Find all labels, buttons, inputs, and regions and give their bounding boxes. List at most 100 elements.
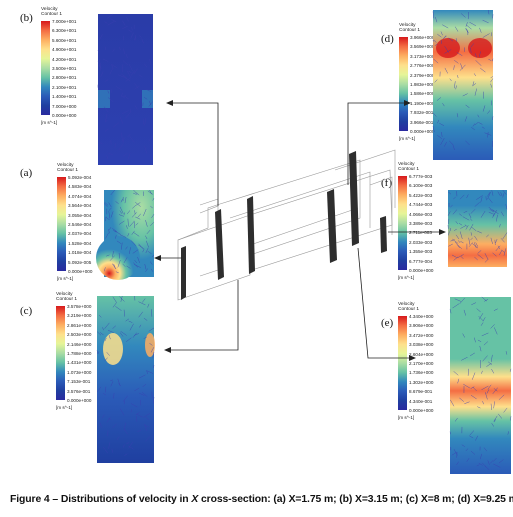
velocity-vector <box>464 116 468 122</box>
plate-e <box>349 151 359 246</box>
velocity-vector <box>437 119 440 124</box>
legend-tick: 0.000e+000 <box>410 129 435 134</box>
velocity-vector <box>449 140 453 145</box>
velocity-vector <box>462 216 470 221</box>
legend-tick: 4.900e+001 <box>52 47 77 53</box>
velocity-vector <box>478 122 483 125</box>
legend-f: Velocity Contour 1 6.777e-003 6.100e-003 5.4… <box>398 162 458 282</box>
caption-values: X=1.75 m; (b) X=3.15 m; (c) X=8 m; (d) X… <box>288 494 513 505</box>
velocity-vector <box>108 211 111 219</box>
velocity-vector <box>493 415 498 422</box>
velocity-vector <box>453 371 459 376</box>
velocity-vector <box>466 28 469 33</box>
velocity-vector <box>109 255 115 261</box>
velocity-vector <box>480 67 486 73</box>
velocity-vector <box>444 67 448 74</box>
contour-panel-b <box>98 14 153 165</box>
velocity-vector <box>475 242 479 247</box>
velocity-vector <box>455 234 460 240</box>
velocity-vector <box>112 250 114 257</box>
velocity-vector <box>125 246 128 250</box>
velocity-vector <box>110 18 117 23</box>
legend-tick: 1.736e+000 <box>409 370 434 376</box>
velocity-vector <box>454 298 462 302</box>
velocity-vector <box>121 64 124 72</box>
velocity-vector <box>440 31 443 36</box>
velocity-vector <box>499 223 501 228</box>
velocity-vector <box>498 413 502 419</box>
velocity-vector <box>487 384 492 390</box>
velocity-vector <box>115 306 122 311</box>
velocity-vector <box>442 24 449 29</box>
velocity-vector <box>143 96 148 100</box>
velocity-vector <box>474 235 478 241</box>
velocity-vector <box>474 337 476 343</box>
velocity-vector <box>502 193 505 198</box>
velocity-vector <box>482 33 490 38</box>
velocity-vector <box>507 431 509 435</box>
velocity-vector <box>480 196 483 203</box>
legend-tick: 1.018e-004 <box>68 250 92 256</box>
velocity-vector <box>117 74 125 78</box>
velocity-vector <box>487 192 491 197</box>
velocity-vector <box>464 224 468 227</box>
velocity-vector <box>108 417 112 421</box>
velocity-vector <box>102 327 104 331</box>
velocity-vector <box>97 60 102 69</box>
velocity-vector <box>123 309 125 317</box>
velocity-vector <box>434 79 438 83</box>
velocity-vector <box>493 308 498 311</box>
velocity-vector <box>150 268 154 272</box>
panel-label-e: (e) <box>381 317 394 329</box>
velocity-vector <box>470 43 475 48</box>
velocity-vector <box>134 36 137 41</box>
velocity-vector <box>437 33 442 38</box>
velocity-vector <box>468 242 473 247</box>
velocity-vector <box>448 37 454 42</box>
legend-tick: 2.037e-004 <box>68 231 92 237</box>
velocity-vector <box>110 63 118 69</box>
velocity-vector <box>449 308 452 314</box>
velocity-vector <box>460 256 464 259</box>
velocity-vector <box>459 231 463 240</box>
velocity-vector <box>143 208 147 217</box>
velocity-vector <box>127 233 130 237</box>
panel-label-a: (a) <box>20 167 33 179</box>
velocity-vector <box>460 241 464 244</box>
velocity-vector <box>119 296 125 302</box>
legend-tick: 5.600e+001 <box>52 37 77 43</box>
velocity-vector <box>127 218 129 227</box>
velocity-vector <box>107 13 114 19</box>
velocity-vector <box>104 357 108 362</box>
velocity-vector <box>113 263 116 269</box>
velocity-vector <box>462 93 468 97</box>
velocity-vector <box>487 131 489 138</box>
arrow-to-b <box>172 102 219 206</box>
legend-tick: 4.340e+000 <box>409 314 434 319</box>
velocity-vector <box>465 225 469 230</box>
velocity-vector <box>455 38 458 42</box>
velocity-vector <box>473 242 477 248</box>
velocity-vector <box>134 210 136 215</box>
velocity-vector <box>112 122 119 128</box>
legend-tick: 0.000e+000 <box>52 113 77 118</box>
velocity-vector <box>121 132 123 138</box>
legend-subtitle: Contour 1 <box>41 12 63 18</box>
velocity-vector <box>470 450 476 455</box>
velocity-vector <box>454 417 458 422</box>
velocity-vector <box>111 88 113 93</box>
velocity-vector <box>110 189 115 196</box>
velocity-vector <box>129 221 135 227</box>
legend-tick: 5.092e-005 <box>68 259 92 265</box>
velocity-vector <box>497 245 500 250</box>
velocity-vector <box>447 211 451 216</box>
panel-label-d: (d) <box>381 33 394 45</box>
legend-tick: 2.170e+000 <box>409 361 434 366</box>
legend-tick: 2.711e-003 <box>409 230 432 236</box>
legend-tick: 3.906e+000 <box>409 323 434 329</box>
velocity-vector <box>494 418 496 423</box>
velocity-vector <box>444 46 449 53</box>
velocity-vector <box>499 250 503 256</box>
legend-tick: 4.074e-004 <box>68 193 92 199</box>
velocity-vector <box>128 441 133 449</box>
